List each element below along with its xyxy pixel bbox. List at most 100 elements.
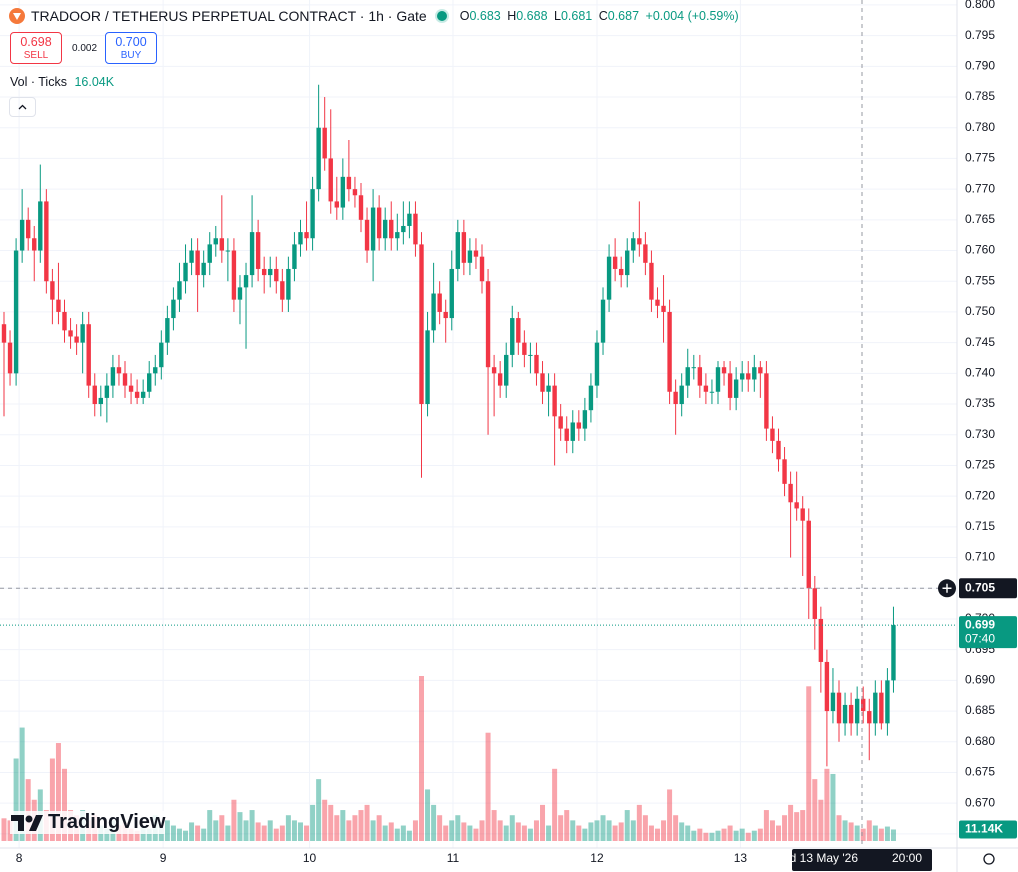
candle-body: [128, 385, 134, 392]
last-price-label: 0.699: [965, 617, 995, 631]
symbol-title: TRADOOR / TETHERUS PERPETUAL CONTRACT · …: [31, 8, 427, 24]
candle-body: [836, 692, 842, 724]
candle-body: [80, 324, 85, 343]
volume-bar: [1, 818, 7, 841]
volume-bar: [412, 820, 418, 841]
candle-body: [491, 367, 497, 374]
volume-bar: [431, 804, 437, 841]
volume-bar: [261, 825, 267, 841]
collapse-button[interactable]: [9, 97, 36, 117]
volume-bar: [884, 826, 890, 841]
volume-bar: [322, 799, 328, 841]
y-tick-label: 0.790: [965, 58, 995, 72]
volume-bar: [62, 768, 68, 841]
volume-bar: [552, 768, 558, 841]
volume-bar: [854, 825, 860, 841]
candle-body: [885, 680, 890, 724]
candle-body: [842, 704, 848, 724]
volume-bar: [104, 828, 110, 841]
buy-button[interactable]: 0.700 BUY: [105, 32, 157, 64]
volume-bar: [189, 822, 195, 841]
volume-bar: [134, 830, 140, 841]
volume-bar: [279, 825, 285, 841]
candle-body: [280, 281, 285, 300]
candle-body: [298, 232, 303, 245]
candle-body: [122, 373, 128, 386]
candle-body: [576, 422, 582, 429]
candle-body: [110, 367, 116, 386]
volume-legend: Vol · Ticks 16.04K: [10, 75, 114, 89]
y-tick-label: 0.760: [965, 243, 995, 257]
candle-body: [782, 459, 787, 484]
candle-body: [98, 397, 104, 405]
volume-bar: [745, 832, 751, 841]
volume-bar: [509, 815, 515, 841]
candle-body: [861, 698, 866, 712]
candle-body: [764, 373, 769, 429]
candle-body: [746, 373, 751, 380]
candle-body: [800, 508, 805, 521]
candle-body: [473, 250, 479, 257]
volume-bar: [340, 810, 346, 841]
ohlc-key: O: [459, 9, 470, 23]
candle-body: [153, 367, 158, 374]
volume-bar: [249, 810, 255, 841]
candle-body: [25, 219, 31, 239]
volume-bar: [13, 758, 19, 841]
candle-body: [225, 250, 231, 252]
candle-body: [667, 311, 672, 392]
candle-body: [1, 324, 7, 343]
candle-body: [697, 367, 703, 386]
candle-body: [13, 250, 19, 374]
volume-bar: [419, 676, 425, 841]
volume-bar: [594, 820, 600, 841]
x-tick-label: 8: [16, 851, 23, 865]
volume-bar: [285, 815, 291, 841]
volume-bar: [763, 810, 769, 841]
ohlc-value: 0.688: [516, 9, 548, 23]
candle-body: [261, 268, 267, 276]
volume-bar: [473, 828, 479, 841]
candle-body: [268, 268, 273, 276]
ohlc-key: C: [598, 9, 608, 23]
y-tick-label: 0.715: [965, 519, 995, 533]
volume-bar: [612, 825, 618, 841]
candle-body: [92, 385, 97, 405]
volume-bar: [479, 820, 485, 841]
candle-body: [691, 367, 696, 369]
candle-body: [328, 158, 333, 202]
candle-body: [401, 225, 406, 233]
volume-bar: [630, 820, 636, 841]
candle-body: [588, 385, 594, 411]
volume-bar: [406, 830, 412, 841]
y-tick-label: 0.720: [965, 488, 995, 502]
volume-bar: [364, 804, 370, 841]
add-alert-plus: [942, 583, 952, 593]
volume-bar: [842, 820, 848, 841]
volume-bar: [170, 825, 176, 841]
volume-bar: [334, 815, 340, 841]
volume-bar: [890, 829, 896, 841]
candle-body: [249, 232, 255, 276]
candle-body: [612, 256, 618, 269]
volume-bar: [128, 828, 134, 841]
candle-body: [346, 176, 352, 190]
candle-body: [770, 428, 775, 441]
status-dot: [436, 11, 447, 21]
volume-bar: [207, 810, 213, 841]
ohlc-value: 0.681: [560, 9, 593, 23]
volume-bar: [757, 828, 763, 841]
candle-body: [195, 250, 200, 276]
volume-bar: [527, 828, 533, 841]
candle-body: [709, 391, 715, 393]
candle-body: [739, 373, 745, 380]
candle-body: [7, 342, 13, 374]
candle-body: [243, 275, 249, 288]
sell-button[interactable]: 0.698 SELL: [10, 32, 62, 64]
candle-body: [727, 373, 733, 398]
candle-body: [758, 367, 763, 374]
volume-bar: [582, 828, 588, 841]
candle-body: [873, 692, 878, 724]
